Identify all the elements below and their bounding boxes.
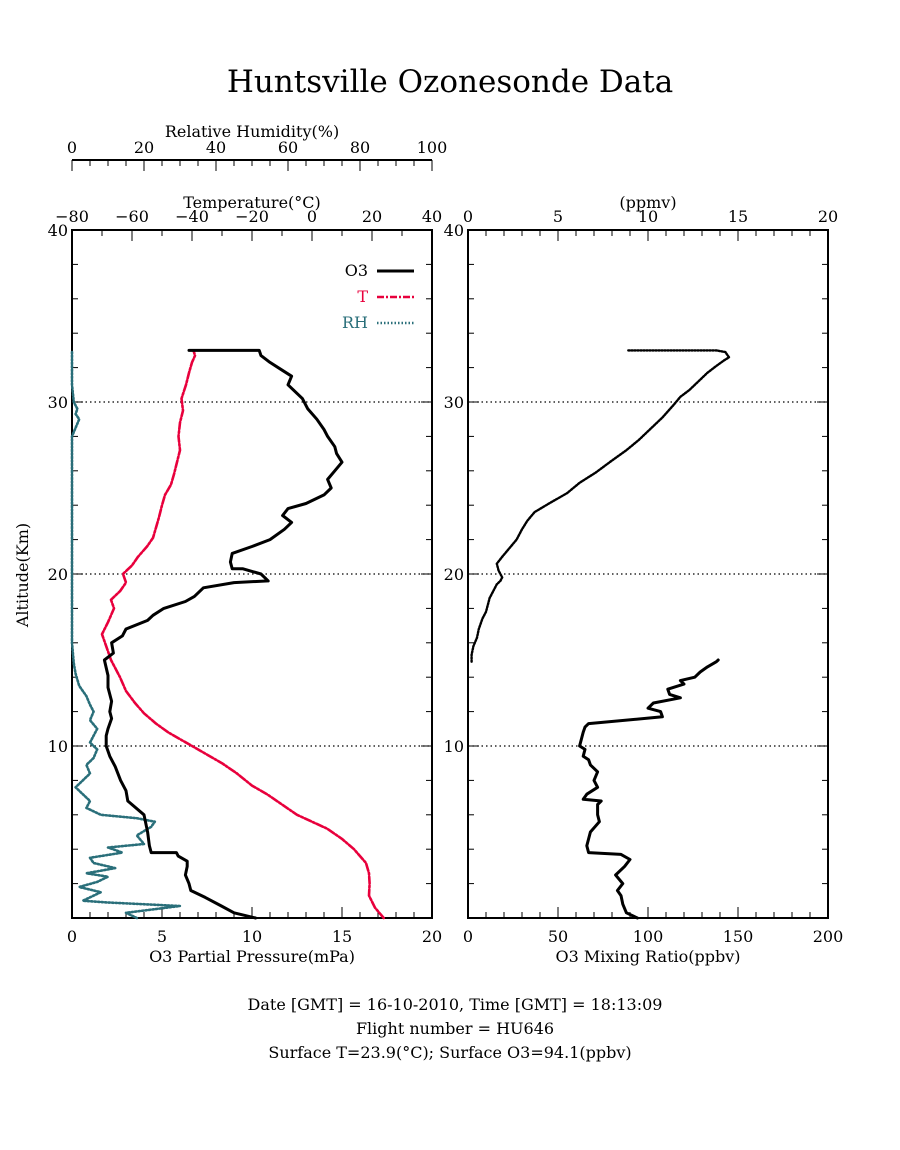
left-rh-xtick-label: 80: [350, 138, 370, 157]
figure-title: Huntsville Ozonesonde Data: [227, 64, 673, 100]
left-o3-xtick-label: 20: [422, 927, 442, 946]
right-ytick-label: 40: [444, 221, 464, 240]
left-temp-axis-label: Temperature(°C): [183, 193, 321, 212]
left-panel: 10 20 30 40 0 5 10 15 20 O3 Partial Pressure(mPa)…: [48, 122, 448, 966]
legend-o3-label: O3: [345, 261, 368, 280]
footer-date-time: Date [GMT] = 16-10-2010, Time [GMT] = 18…: [248, 995, 663, 1014]
footer-flight-number: Flight number = HU646: [356, 1019, 554, 1038]
left-o3-xtick-label: 0: [67, 927, 77, 946]
legend-rh-label: RH: [342, 313, 368, 332]
o3-ppbv-series-line: [578, 658, 720, 920]
right-ppmv-xtick-label: 20: [818, 207, 838, 226]
right-ppbv-xtick-label: 150: [723, 927, 754, 946]
left-o3-xtick-label: 5: [157, 927, 167, 946]
left-rh-xtick-label: 0: [67, 138, 77, 157]
left-ytick-label: 30: [48, 393, 68, 412]
right-ytick-label: 10: [444, 737, 464, 756]
left-temp-xtick-label: 20: [362, 207, 382, 226]
o3-series-line: [102, 348, 344, 920]
right-ppmv-xtick-label: 10: [638, 207, 658, 226]
o3-ppmv-series-line: [470, 349, 731, 663]
right-ppmv-axis-label: (ppmv): [619, 193, 676, 212]
left-rh-axis-label: Relative Humidity(%): [165, 122, 339, 141]
right-ytick-label: 20: [444, 565, 464, 584]
right-ppmv-xtick-label: 15: [728, 207, 748, 226]
right-ppbv-axis-label: O3 Mixing Ratio(ppbv): [555, 947, 740, 966]
rh-series-line: [70, 349, 182, 920]
right-ppbv-xtick-label: 200: [813, 927, 844, 946]
right-ppmv-xtick-label: 0: [463, 207, 473, 226]
right-ppbv-xtick-label: 0: [463, 927, 473, 946]
left-ytick-label: 40: [48, 221, 68, 240]
left-temp-xtick-label: −40: [175, 207, 209, 226]
left-ytick-label: 10: [48, 737, 68, 756]
left-temp-xtick-label: 0: [307, 207, 317, 226]
left-o3-axis-label: O3 Partial Pressure(mPa): [149, 947, 355, 966]
t-series-line: [100, 349, 386, 920]
left-temp-xtick-label: 40: [422, 207, 442, 226]
legend-t-label: T: [357, 287, 368, 306]
left-ylabel: Altitude(Km): [13, 523, 32, 628]
left-temp-xtick-label: −60: [115, 207, 149, 226]
left-rh-xtick-label: 40: [206, 138, 226, 157]
right-ppbv-xtick-label: 100: [633, 927, 664, 946]
left-o3-xtick-label: 15: [332, 927, 352, 946]
left-o3-xtick-label: 10: [242, 927, 262, 946]
right-ytick-label: 30: [444, 393, 464, 412]
left-rh-xtick-label: 100: [417, 138, 448, 157]
left-temp-xtick-label: −80: [55, 207, 89, 226]
left-rh-xtick-label: 20: [134, 138, 154, 157]
left-temp-xtick-label: −20: [235, 207, 269, 226]
left-ytick-label: 20: [48, 565, 68, 584]
right-ppbv-xtick-label: 50: [548, 927, 568, 946]
left-rh-xtick-label: 60: [278, 138, 298, 157]
footer-surface-values: Surface T=23.9(°C); Surface O3=94.1(ppbv…: [268, 1043, 631, 1062]
right-ppmv-xtick-label: 5: [553, 207, 563, 226]
